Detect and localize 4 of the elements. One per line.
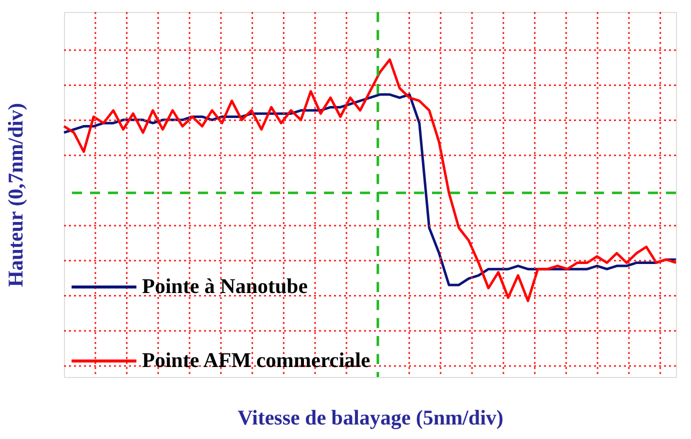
y-axis-title: Hauteur (0,7nm/div) (4, 103, 28, 287)
x-axis-title: Vitesse de balayage (5nm/div) (238, 406, 504, 430)
legend-label: Pointe AFM commerciale (142, 348, 370, 372)
legend-label: Pointe à Nanotube (142, 274, 308, 298)
